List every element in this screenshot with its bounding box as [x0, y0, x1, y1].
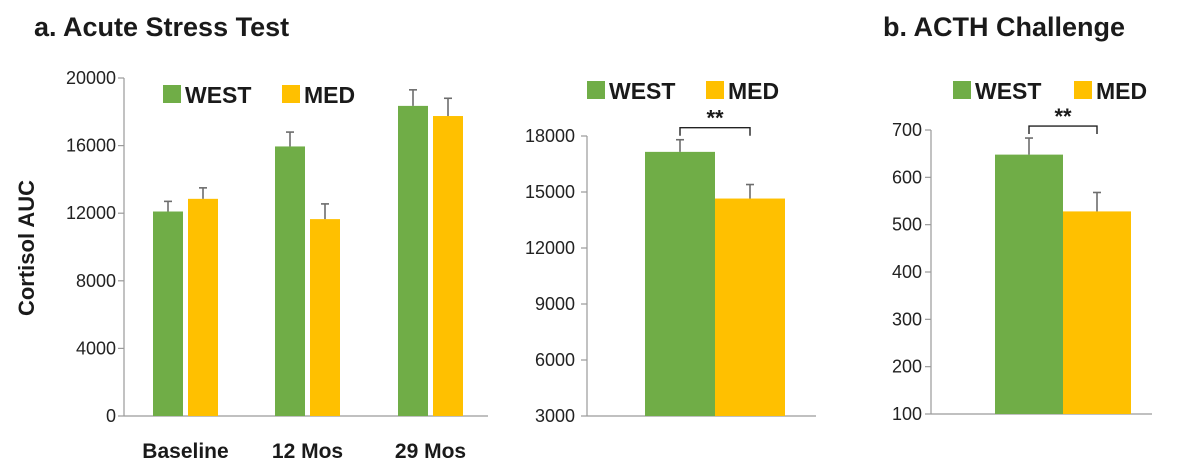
chart1-y-tick-label: 12000: [66, 203, 116, 223]
chart2-legend-swatch-west: [587, 81, 605, 99]
chart2-y-tick-label: 18000: [525, 126, 575, 146]
chart1-category-label: 29 Mos: [395, 440, 466, 463]
chart3-legend-label-west: WEST: [975, 78, 1041, 104]
chart1-category-label: Baseline: [142, 440, 228, 463]
chart3-y-tick-label: 700: [892, 120, 922, 140]
chart1-y-tick-label: 4000: [76, 338, 116, 358]
chart3-legend-label-med: MED: [1096, 78, 1147, 104]
chart3-significance-bracket: [1028, 125, 1098, 135]
chart1-legend-swatch-med: [282, 85, 300, 103]
chart1-legend-label-west: WEST: [185, 82, 251, 108]
chart3-legend-swatch-med: [1074, 81, 1092, 99]
chart1-y-tick-label: 20000: [66, 68, 116, 88]
chart2-y-tick-label: 15000: [525, 182, 575, 202]
chart1-y-tick-label: 8000: [76, 271, 116, 291]
chart2-y-tick-label: 6000: [535, 350, 575, 370]
chart1-category-label: 12 Mos: [272, 440, 343, 463]
chart2-legend-swatch-med: [706, 81, 724, 99]
chart1-legend-label-med: MED: [304, 82, 355, 108]
chart2-y-tick-label: 3000: [535, 406, 575, 426]
panel-a-title: a. Acute Stress Test: [34, 12, 290, 42]
chart3-significance-label: **: [1054, 104, 1072, 129]
chart3-y-tick-label: 100: [892, 404, 922, 424]
chart2-legend-label-med: MED: [728, 78, 779, 104]
chart3-y-tick-label: 600: [892, 167, 922, 187]
chart3-y-tick-label: 200: [892, 357, 922, 377]
chart1-bar-west: [275, 146, 305, 416]
chart2-significance-bracket: [679, 127, 751, 136]
chart2-bar-west: [645, 151, 715, 416]
chart1-bar-west: [153, 211, 183, 416]
chart1-legend-swatch-west: [163, 85, 181, 103]
chart1-bar-med: [310, 219, 340, 416]
chart3-bar-med: [1063, 211, 1131, 414]
chart2-significance-label: **: [706, 106, 724, 131]
chart1-bar-med: [433, 116, 463, 417]
panel-b-title: b. ACTH Challenge: [883, 12, 1126, 42]
chart3-y-tick-label: 500: [892, 215, 922, 235]
chart1-bar-med: [188, 198, 218, 416]
chart2-legend-label-west: WEST: [609, 78, 675, 104]
chart2-y-tick-label: 9000: [535, 294, 575, 314]
chart3-y-tick-label: 300: [892, 309, 922, 329]
chart2-y-tick-label: 12000: [525, 238, 575, 258]
chart1-y-tick-label: 0: [106, 406, 116, 426]
chart1-y-tick-label: 16000: [66, 136, 116, 156]
chart3-bar-west: [995, 154, 1063, 414]
chart3-legend-swatch-west: [953, 81, 971, 99]
chart1-bar-west: [398, 105, 428, 416]
chart2-bar-med: [715, 198, 785, 416]
chart3-y-tick-label: 400: [892, 262, 922, 282]
